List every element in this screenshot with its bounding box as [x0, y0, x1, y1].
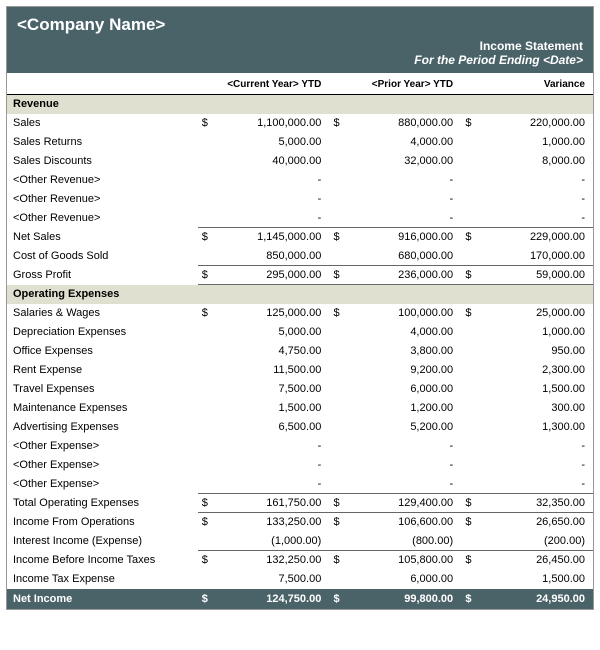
row-depreciation: Depreciation Expenses 5,000.00 4,000.00 …	[7, 323, 593, 342]
row-sales-returns: Sales Returns 5,000.00 4,000.00 1,000.00	[7, 133, 593, 152]
row-sales: Sales $1,100,000.00 $880,000.00 $220,000…	[7, 114, 593, 133]
income-statement-sheet: <Company Name> Income Statement For the …	[6, 6, 594, 610]
row-other-revenue-1: <Other Revenue> - - -	[7, 171, 593, 190]
row-travel: Travel Expenses 7,500.00 6,000.00 1,500.…	[7, 380, 593, 399]
row-other-expense-2: <Other Expense> - - -	[7, 456, 593, 475]
col-prior-year: <Prior Year> YTD	[348, 73, 461, 95]
title-block: Income Statement For the Period Ending <…	[17, 39, 583, 67]
row-other-expense-1: <Other Expense> - - -	[7, 437, 593, 456]
row-rent: Rent Expense 11,500.00 9,200.00 2,300.00	[7, 361, 593, 380]
row-total-opex: Total Operating Expenses $161,750.00 $12…	[7, 494, 593, 513]
row-gross-profit: Gross Profit $295,000.00 $236,000.00 $59…	[7, 266, 593, 285]
row-other-revenue-2: <Other Revenue> - - -	[7, 190, 593, 209]
statement-title: Income Statement	[17, 39, 583, 53]
row-income-tax: Income Tax Expense 7,500.00 6,000.00 1,5…	[7, 570, 593, 589]
section-revenue: Revenue	[7, 95, 593, 114]
row-interest-income: Interest Income (Expense) (1,000.00) (80…	[7, 532, 593, 551]
row-income-before-tax: Income Before Income Taxes $132,250.00 $…	[7, 551, 593, 570]
row-maintenance: Maintenance Expenses 1,500.00 1,200.00 3…	[7, 399, 593, 418]
column-header-row: <Current Year> YTD <Prior Year> YTD Vari…	[7, 73, 593, 95]
row-salaries: Salaries & Wages $125,000.00 $100,000.00…	[7, 304, 593, 323]
statement-period: For the Period Ending <Date>	[17, 53, 583, 67]
company-name: <Company Name>	[17, 15, 583, 35]
col-current-year: <Current Year> YTD	[216, 73, 329, 95]
row-other-revenue-3: <Other Revenue> - - -	[7, 209, 593, 228]
col-variance: Variance	[480, 73, 593, 95]
row-income-from-ops: Income From Operations $133,250.00 $106,…	[7, 513, 593, 532]
row-office: Office Expenses 4,750.00 3,800.00 950.00	[7, 342, 593, 361]
section-opex-label: Operating Expenses	[7, 285, 593, 304]
row-net-income: Net Income $124,750.00 $99,800.00 $24,95…	[7, 589, 593, 609]
income-table: <Current Year> YTD <Prior Year> YTD Vari…	[7, 73, 593, 609]
header-bar: <Company Name> Income Statement For the …	[7, 7, 593, 73]
row-other-expense-3: <Other Expense> - - -	[7, 475, 593, 494]
section-revenue-label: Revenue	[7, 95, 593, 114]
row-cogs: Cost of Goods Sold 850,000.00 680,000.00…	[7, 247, 593, 266]
row-advertising: Advertising Expenses 6,500.00 5,200.00 1…	[7, 418, 593, 437]
row-sales-discounts: Sales Discounts 40,000.00 32,000.00 8,00…	[7, 152, 593, 171]
row-net-sales: Net Sales $1,145,000.00 $916,000.00 $229…	[7, 228, 593, 247]
section-opex: Operating Expenses	[7, 285, 593, 304]
